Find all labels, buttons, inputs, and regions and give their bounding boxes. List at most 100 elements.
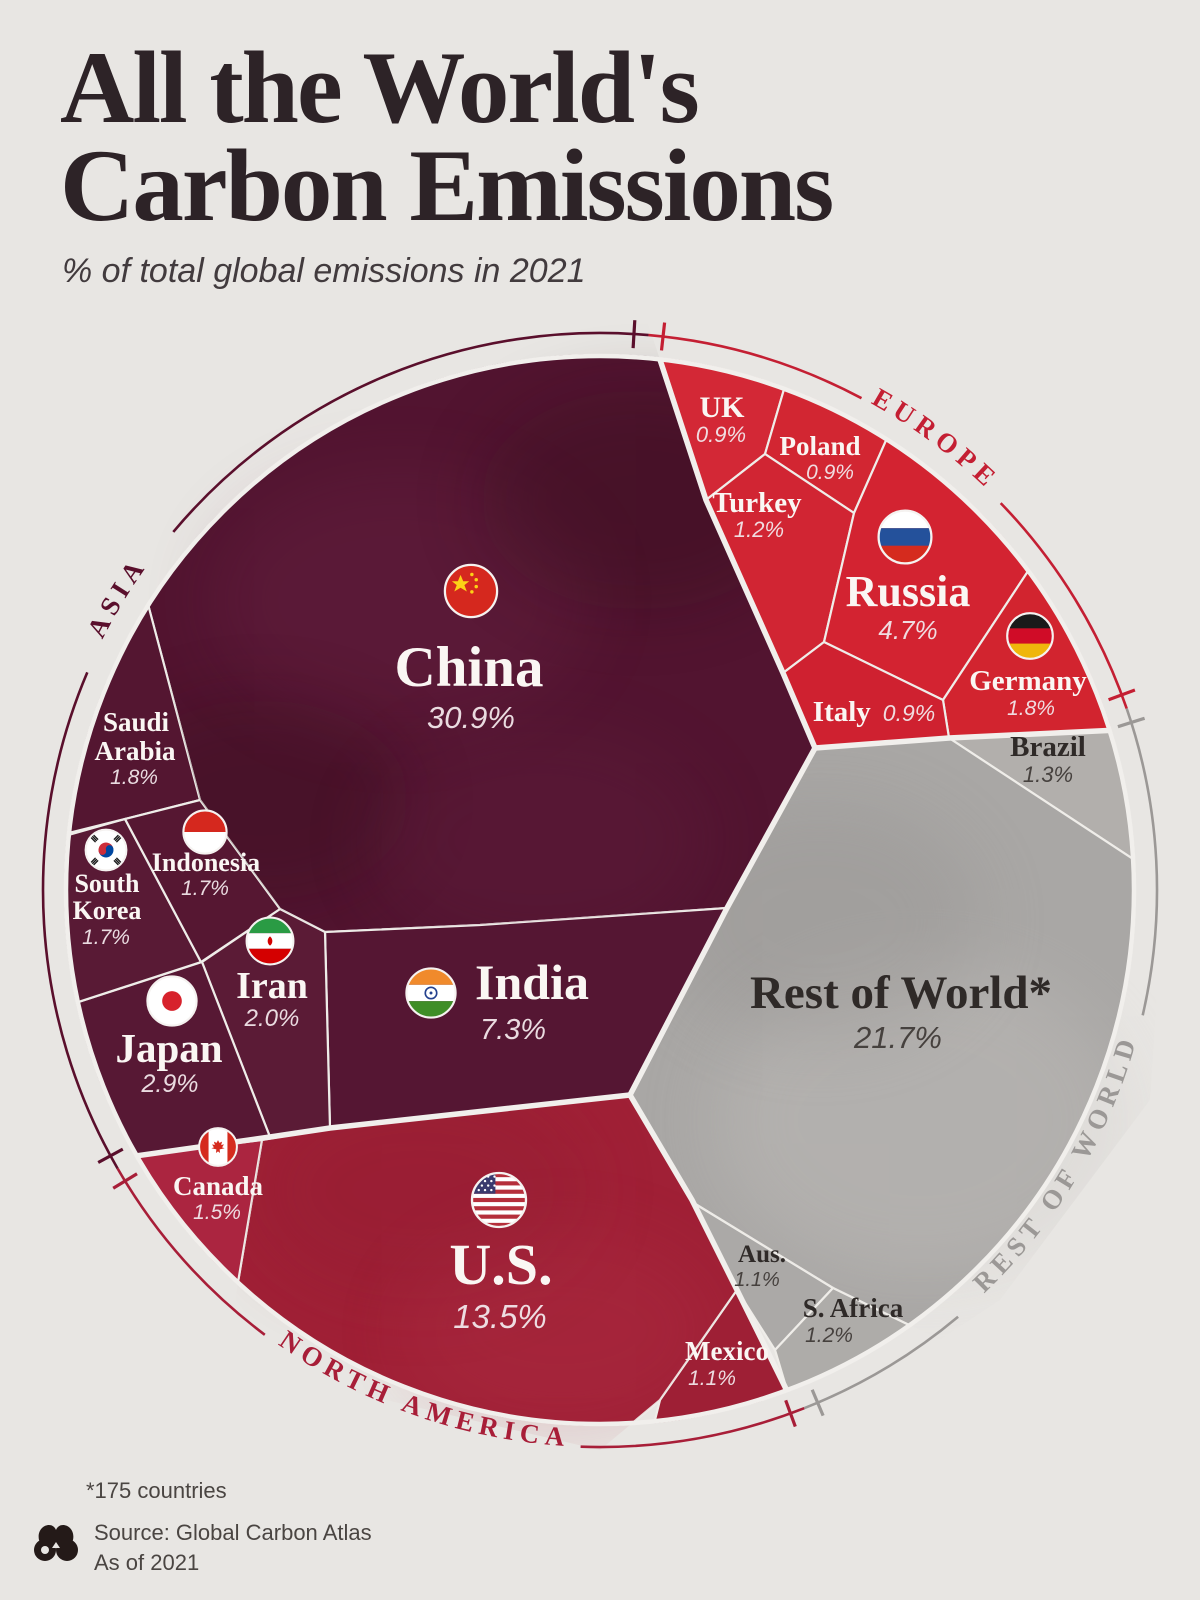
tick-row-bottom bbox=[810, 1389, 825, 1417]
canada-label: Canada 1.5% bbox=[173, 1171, 264, 1224]
tick-europe-right bbox=[1108, 688, 1136, 702]
japan-flag-icon bbox=[146, 975, 198, 1027]
svg-text:S. Africa: S. Africa bbox=[803, 1293, 904, 1323]
svg-text:1.8%: 1.8% bbox=[1007, 697, 1055, 720]
saudi-arabia-label: Saudi Arabia 1.8% bbox=[95, 707, 177, 789]
title-line-1: All the World's bbox=[60, 31, 700, 145]
tick-na-left bbox=[112, 1172, 138, 1190]
source-text: Source: Global Carbon Atlas bbox=[94, 1520, 372, 1545]
svg-text:Brazil: Brazil bbox=[1010, 731, 1086, 763]
arc-end-ticks bbox=[97, 320, 1146, 1428]
japan-label: Japan 2.9% bbox=[115, 1025, 222, 1098]
svg-text:Arabia: Arabia bbox=[95, 736, 177, 766]
europe-arc-segment-2 bbox=[999, 502, 1128, 710]
south-korea-flag-icon bbox=[84, 828, 128, 872]
poland-label: Poland 0.9% bbox=[779, 431, 860, 484]
visual-capitalist-logo bbox=[34, 1525, 78, 1561]
russia-flag-icon bbox=[877, 509, 933, 565]
svg-text:7.3%: 7.3% bbox=[480, 1014, 546, 1046]
smoke-texture-na bbox=[250, 1095, 720, 1430]
turkey-label: Turkey 1.2% bbox=[712, 487, 802, 542]
cell-japan bbox=[64, 960, 272, 1182]
us-label: U.S. 13.5% bbox=[449, 1232, 552, 1335]
india-label: India 7.3% bbox=[475, 954, 589, 1046]
svg-text:Aus.: Aus. bbox=[738, 1241, 786, 1268]
svg-text:South: South bbox=[74, 869, 140, 898]
svg-text:Japan: Japan bbox=[115, 1025, 222, 1071]
svg-text:0.9%: 0.9% bbox=[696, 422, 746, 447]
svg-text:Canada: Canada bbox=[173, 1171, 264, 1201]
rest-of-world-label: Rest of World* 21.7% bbox=[750, 967, 1052, 1055]
row-arc-segment-2 bbox=[803, 1315, 959, 1410]
svg-text:1.7%: 1.7% bbox=[82, 926, 130, 949]
as-of-text: As of 2021 bbox=[94, 1549, 200, 1575]
svg-text:Korea: Korea bbox=[73, 896, 142, 925]
russia-label: Russia 4.7% bbox=[846, 567, 971, 645]
canada-flag-icon bbox=[198, 1127, 238, 1167]
south-korea-label: South Korea 1.7% bbox=[73, 869, 142, 949]
indonesia-flag-icon bbox=[182, 809, 228, 855]
europe-arc-segment-1 bbox=[648, 333, 863, 400]
germany-flag-icon bbox=[1006, 612, 1054, 660]
uk-label: UK 0.9% bbox=[696, 391, 746, 447]
svg-text:1.3%: 1.3% bbox=[1023, 762, 1073, 787]
circle-outline bbox=[63, 353, 1137, 1427]
asia-arc-segment-1 bbox=[41, 671, 119, 1170]
svg-text:2.9%: 2.9% bbox=[141, 1070, 199, 1098]
na-arc-segment-2 bbox=[116, 1167, 266, 1336]
svg-text:4.7%: 4.7% bbox=[878, 615, 937, 645]
iran-label: Iran 2.0% bbox=[236, 965, 308, 1032]
svg-text:13.5%: 13.5% bbox=[453, 1298, 547, 1335]
svg-text:30.9%: 30.9% bbox=[427, 700, 515, 735]
svg-text:21.7%: 21.7% bbox=[853, 1020, 942, 1055]
svg-text:0.9%: 0.9% bbox=[806, 461, 854, 484]
tick-asia-top bbox=[631, 320, 637, 349]
svg-text:China: China bbox=[395, 636, 544, 699]
tick-row-right bbox=[1117, 716, 1146, 729]
svg-text:1.1%: 1.1% bbox=[734, 1269, 780, 1291]
svg-text:1.5%: 1.5% bbox=[193, 1201, 241, 1224]
svg-text:1.2%: 1.2% bbox=[805, 1324, 853, 1347]
china-label: China 30.9% bbox=[395, 636, 544, 735]
svg-text:1.2%: 1.2% bbox=[734, 517, 784, 542]
svg-text:India: India bbox=[475, 954, 589, 1010]
cell-indonesia bbox=[123, 798, 282, 964]
svg-text:1.8%: 1.8% bbox=[110, 766, 158, 789]
svg-text:1.7%: 1.7% bbox=[181, 877, 229, 900]
na-arc-segment-1 bbox=[580, 1406, 805, 1449]
source-block: Source: Global Carbon Atlas As of 2021 bbox=[94, 1518, 372, 1577]
svg-text:Iran: Iran bbox=[236, 965, 308, 1007]
svg-text:Mexico: Mexico bbox=[685, 1336, 769, 1366]
germany-label: Germany 1.8% bbox=[969, 665, 1087, 720]
page-title: All the World's Carbon Emissions bbox=[60, 31, 834, 243]
australia-label: Aus. 1.1% bbox=[734, 1241, 786, 1291]
brazil-label: Brazil 1.3% bbox=[1010, 731, 1086, 787]
asia-arc-segment-2 bbox=[172, 331, 649, 533]
region-boundaries bbox=[99, 354, 1136, 1399]
svg-text:UK: UK bbox=[700, 391, 746, 424]
svg-text:2.0%: 2.0% bbox=[244, 1005, 300, 1032]
iran-flag-icon bbox=[245, 916, 295, 966]
svg-text:Turkey: Turkey bbox=[712, 487, 802, 519]
south-africa-label: S. Africa 1.2% bbox=[803, 1293, 904, 1347]
cell-labels: China 30.9% India 7.3% Japan 2.9% Iran 2… bbox=[73, 391, 1088, 1390]
italy-label: Italy 0.9% bbox=[813, 696, 935, 728]
svg-text:Rest of World*: Rest of World* bbox=[750, 967, 1052, 1019]
india-flag-icon bbox=[405, 967, 457, 1019]
tick-asia-left bbox=[97, 1147, 124, 1164]
svg-text:Poland: Poland bbox=[779, 431, 860, 461]
svg-text:Indonesia: Indonesia bbox=[152, 848, 260, 877]
svg-text:Italy 0.9%: Italy 0.9% bbox=[813, 696, 935, 728]
indonesia-label: Indonesia 1.7% bbox=[152, 848, 260, 900]
page-subtitle: % of total global emissions in 2021 bbox=[62, 252, 586, 290]
china-flag-icon bbox=[443, 563, 499, 619]
row-arc-segment-1 bbox=[1125, 708, 1159, 1016]
footnote: *175 countries bbox=[86, 1478, 227, 1503]
svg-text:Germany: Germany bbox=[969, 665, 1087, 697]
svg-text:U.S.: U.S. bbox=[449, 1232, 552, 1297]
tick-europe-top bbox=[659, 322, 667, 351]
tick-na-bottom bbox=[784, 1399, 797, 1428]
title-line-2: Carbon Emissions bbox=[60, 128, 834, 243]
